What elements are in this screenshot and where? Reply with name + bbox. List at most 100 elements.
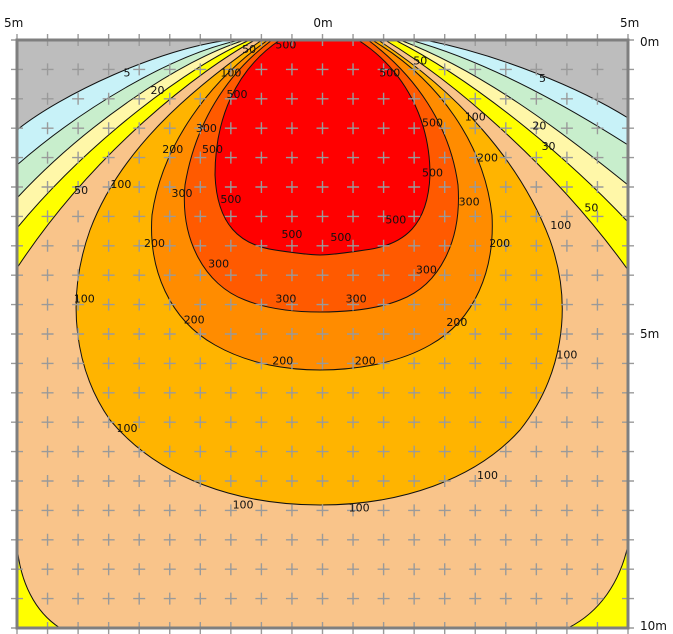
grid-cross [530, 504, 543, 517]
grid-cross [194, 416, 207, 429]
grid-cross [285, 475, 298, 487]
grid-cross [316, 239, 329, 252]
grid-cross [194, 533, 207, 546]
grid-cross [41, 151, 54, 164]
grid-cross [499, 210, 512, 223]
grid-cross [316, 475, 329, 487]
grid-cross [41, 533, 54, 546]
contour-label: 200 [272, 354, 293, 367]
grid-cross [347, 63, 360, 76]
grid-cross [560, 386, 573, 399]
grid-cross [530, 210, 543, 223]
grid-cross [408, 357, 421, 370]
grid-cross [530, 269, 543, 282]
x-tick-label-left: 5m [4, 16, 23, 30]
grid-cross [72, 151, 85, 164]
grid-cross [316, 445, 329, 458]
grid-cross [255, 239, 268, 252]
grid-cross [408, 533, 421, 546]
contour-label: 300 [346, 293, 367, 306]
grid-cross [163, 533, 176, 546]
grid-cross [530, 416, 543, 429]
grid-cross [102, 416, 115, 429]
grid-cross [469, 210, 482, 223]
grid-cross [224, 563, 237, 576]
grid-cross [530, 328, 543, 340]
grid-cross [194, 298, 207, 311]
grid-cross [194, 269, 207, 282]
grid-cross [499, 504, 512, 517]
grid-cross [285, 357, 298, 370]
grid-cross [194, 63, 207, 76]
grid-cross [560, 475, 573, 487]
contour-label: 500 [202, 143, 223, 156]
grid-cross [41, 92, 54, 105]
contour-label: 500 [220, 193, 241, 206]
grid-cross [72, 210, 85, 223]
grid-cross [377, 533, 390, 546]
grid-cross [224, 533, 237, 546]
grid-cross [469, 504, 482, 517]
grid-cross [41, 475, 54, 487]
grid-cross [469, 122, 482, 135]
grid-cross [530, 151, 543, 164]
grid-cross [255, 592, 268, 605]
grid-cross [316, 533, 329, 546]
grid-cross [560, 328, 573, 340]
grid-cross [194, 122, 207, 135]
contour-label: 500 [275, 39, 296, 52]
grid-cross [408, 475, 421, 487]
grid-cross [102, 298, 115, 311]
contour-label: 50 [74, 184, 88, 197]
contour-label: 500 [281, 228, 302, 241]
grid-cross [469, 533, 482, 546]
contour-label: 100 [477, 469, 498, 482]
grid-cross [560, 416, 573, 429]
contour-label: 100 [110, 178, 131, 191]
grid-cross [316, 151, 329, 164]
grid-cross [377, 210, 390, 223]
grid-cross [285, 563, 298, 576]
grid-cross [408, 181, 421, 193]
grid-cross [285, 328, 298, 340]
grid-cross [163, 181, 176, 193]
grid-cross [347, 475, 360, 487]
grid-cross [285, 416, 298, 429]
grid-cross [102, 533, 115, 546]
grid-cross [591, 328, 604, 340]
grid-cross [163, 475, 176, 487]
grid-cross [347, 181, 360, 193]
grid-cross [591, 357, 604, 370]
grid-cross [133, 210, 146, 223]
grid-cross [224, 151, 237, 164]
grid-cross [347, 445, 360, 458]
grid-cross [377, 239, 390, 252]
grid-cross [560, 151, 573, 164]
contour-label: 300 [275, 293, 296, 306]
grid-cross [499, 151, 512, 164]
contour-label: 200 [144, 237, 165, 250]
grid-cross [499, 63, 512, 76]
grid-cross [347, 122, 360, 135]
grid-cross [194, 445, 207, 458]
grid-cross [316, 122, 329, 135]
grid-cross [41, 210, 54, 223]
grid-cross [560, 298, 573, 311]
grid-cross [255, 92, 268, 105]
grid-cross [408, 122, 421, 135]
grid-cross [316, 416, 329, 429]
grid-cross [102, 504, 115, 517]
grid-cross [408, 298, 421, 311]
grid-cross [560, 563, 573, 576]
grid-cross [255, 357, 268, 370]
grid-cross [285, 122, 298, 135]
grid-cross [499, 181, 512, 193]
grid-cross [377, 357, 390, 370]
grid-cross [591, 475, 604, 487]
grid-cross [41, 63, 54, 76]
grid-cross [591, 533, 604, 546]
grid-cross [591, 592, 604, 605]
contour-line-800 [214, 40, 431, 256]
contour-label: 300 [416, 263, 437, 276]
grid-cross [469, 592, 482, 605]
